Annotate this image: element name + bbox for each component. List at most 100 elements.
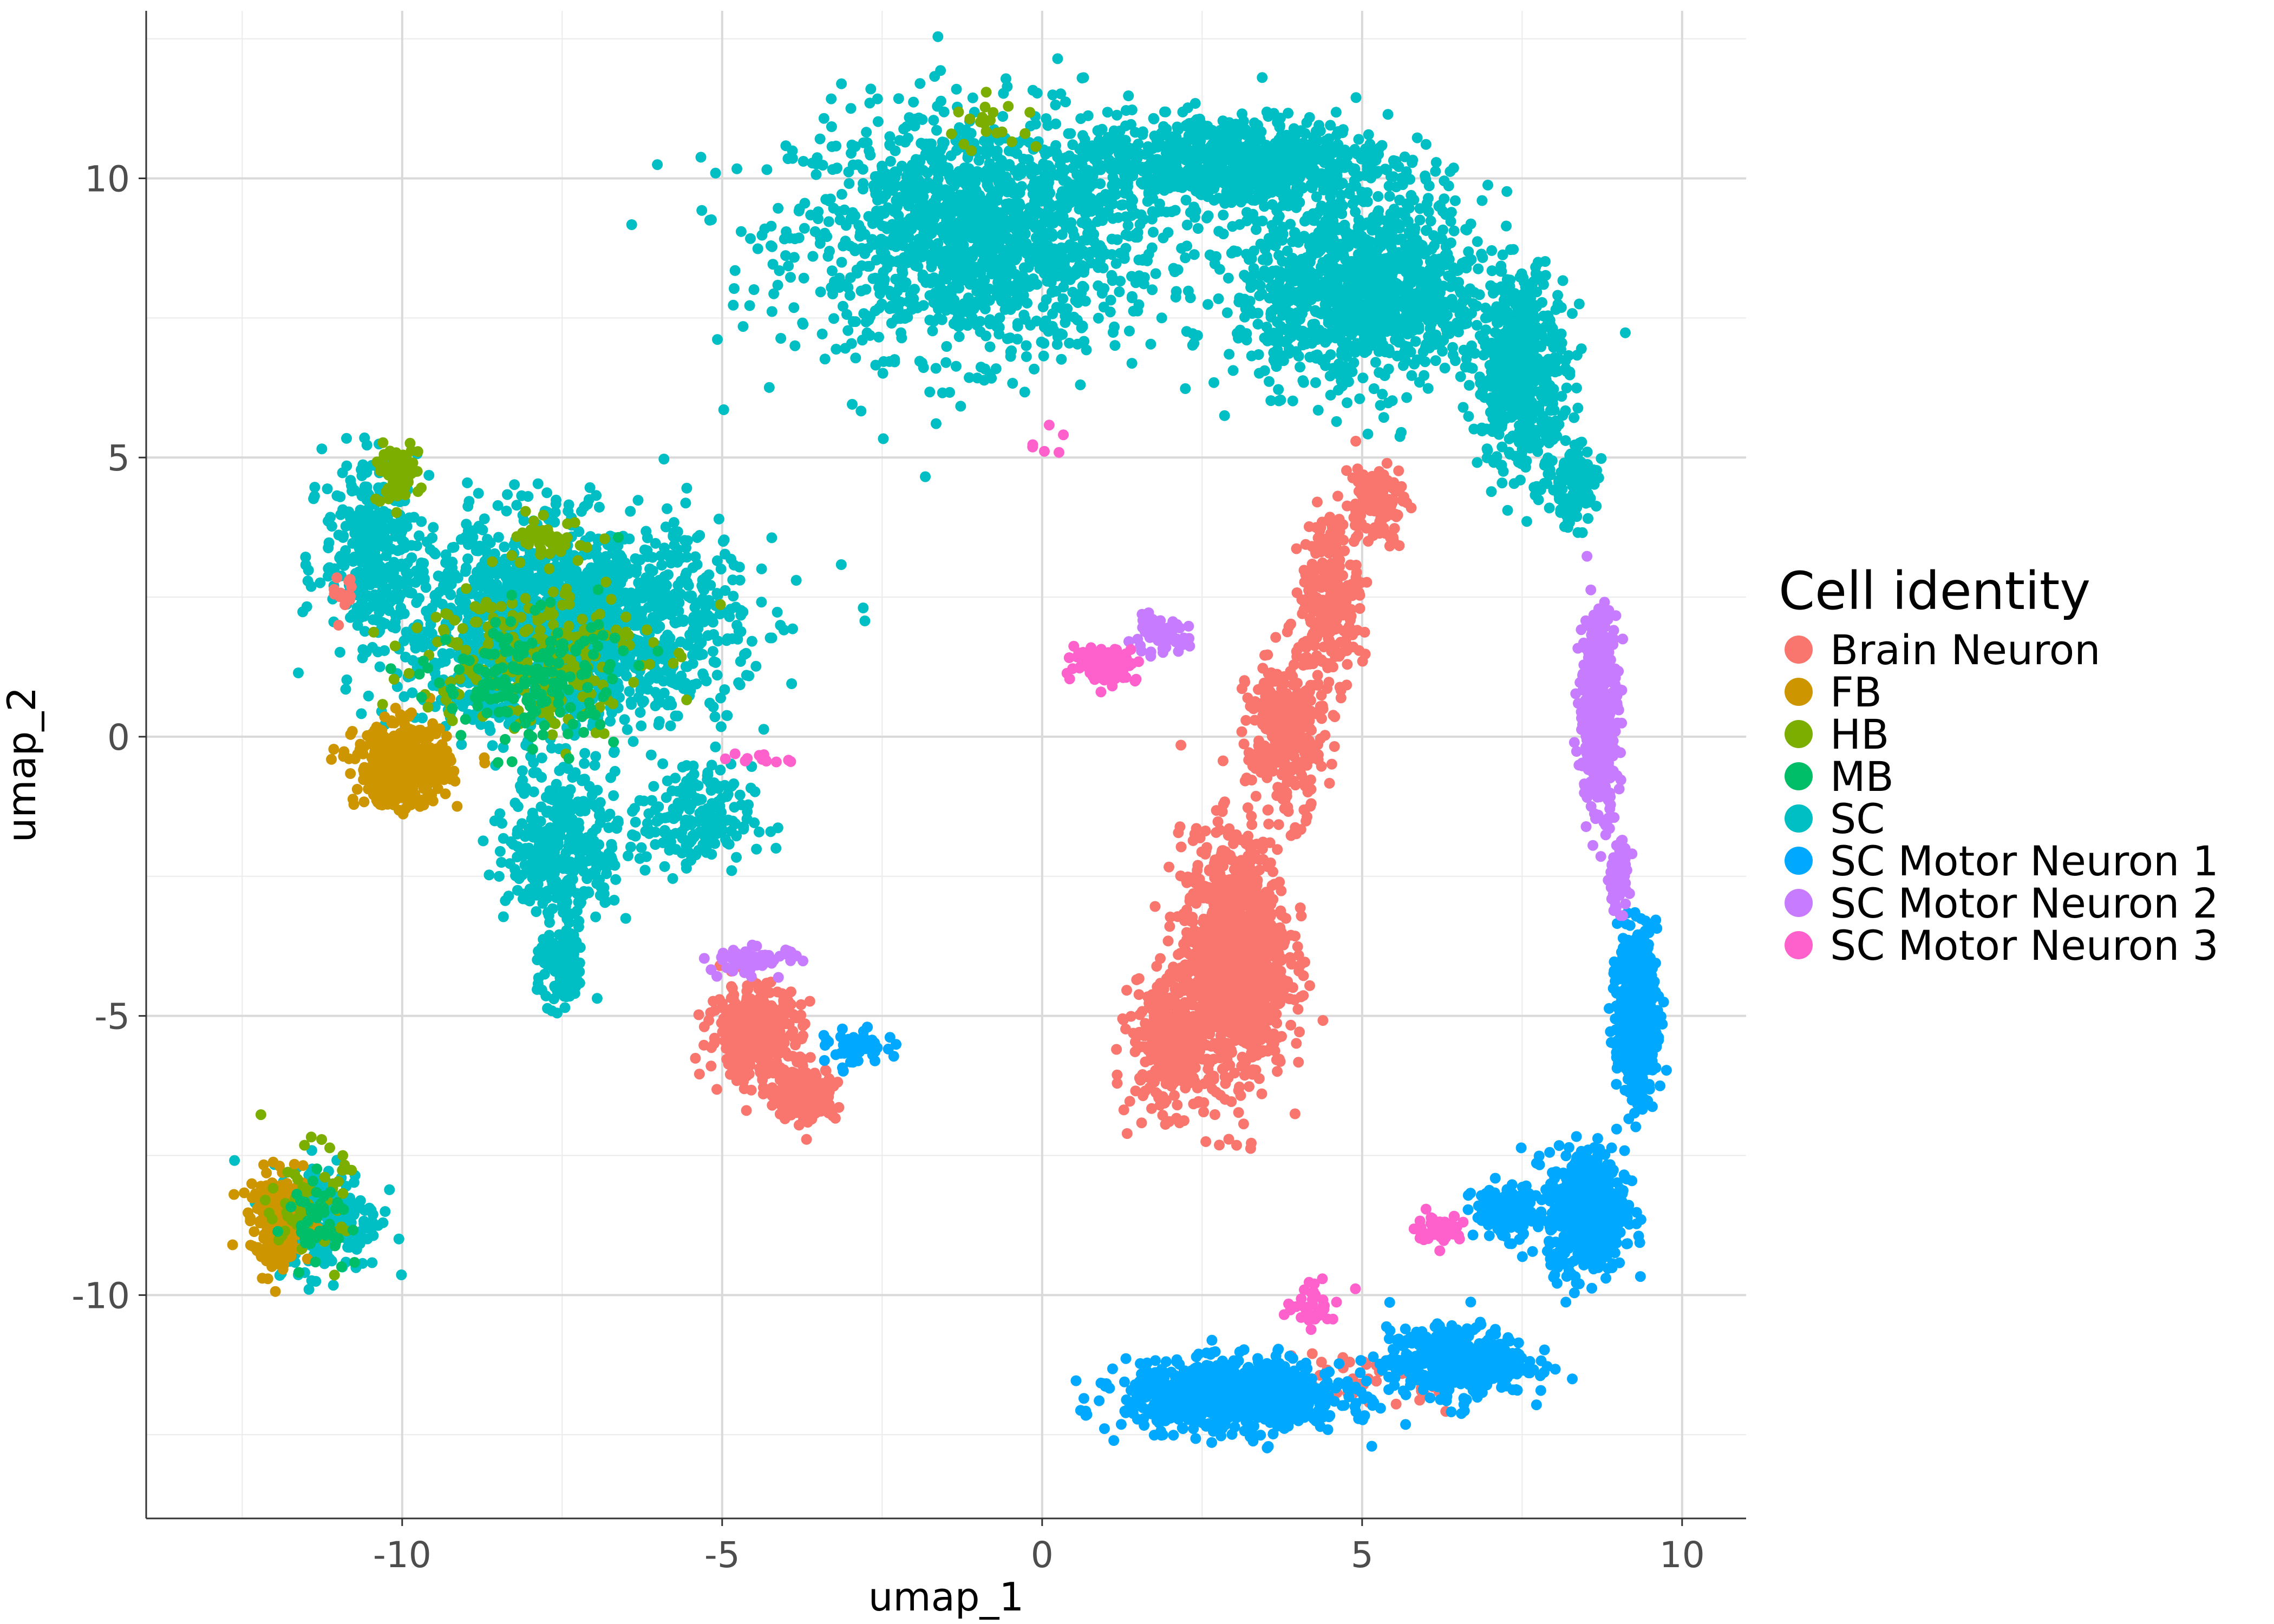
data-point bbox=[935, 163, 946, 174]
data-point bbox=[994, 219, 1005, 231]
data-point bbox=[1005, 346, 1016, 357]
data-point bbox=[908, 96, 919, 108]
data-point bbox=[951, 240, 963, 251]
data-point bbox=[960, 247, 971, 259]
data-point bbox=[1011, 278, 1023, 290]
data-point bbox=[462, 477, 473, 488]
data-point bbox=[1024, 202, 1035, 213]
data-point bbox=[1014, 187, 1025, 199]
data-point bbox=[898, 281, 910, 293]
data-point bbox=[858, 137, 869, 148]
data-point bbox=[938, 137, 950, 148]
data-point bbox=[1382, 109, 1394, 120]
data-point bbox=[1526, 380, 1537, 391]
data-point bbox=[1530, 300, 1541, 311]
data-point bbox=[960, 303, 971, 315]
data-point bbox=[1137, 254, 1148, 266]
data-point bbox=[1489, 391, 1501, 403]
data-point bbox=[1113, 145, 1125, 156]
data-point bbox=[1123, 90, 1134, 101]
data-point bbox=[1051, 147, 1062, 158]
data-point bbox=[789, 340, 801, 351]
data-point bbox=[1414, 203, 1426, 214]
data-point bbox=[955, 216, 966, 227]
data-point bbox=[1399, 209, 1410, 221]
data-point bbox=[828, 313, 839, 324]
data-point bbox=[1501, 186, 1513, 197]
data-point bbox=[1176, 174, 1187, 186]
data-point bbox=[798, 156, 809, 167]
data-point bbox=[645, 749, 657, 761]
data-point bbox=[811, 169, 822, 180]
data-point bbox=[1291, 346, 1302, 357]
data-point bbox=[1342, 397, 1352, 408]
data-point bbox=[952, 302, 963, 313]
data-point bbox=[1438, 335, 1449, 346]
data-point bbox=[815, 286, 826, 298]
data-point bbox=[1378, 412, 1389, 423]
data-point bbox=[1227, 365, 1239, 376]
data-point bbox=[785, 272, 796, 283]
data-point bbox=[1181, 219, 1193, 231]
data-point bbox=[374, 661, 385, 672]
data-point bbox=[1346, 329, 1357, 340]
data-point bbox=[1298, 332, 1309, 344]
data-point bbox=[1553, 475, 1564, 486]
data-point bbox=[1291, 189, 1302, 201]
data-point bbox=[1439, 175, 1450, 187]
data-point bbox=[1349, 143, 1361, 155]
data-point bbox=[652, 159, 663, 171]
data-point bbox=[1207, 139, 1218, 149]
data-point bbox=[1219, 410, 1230, 421]
data-point bbox=[1495, 266, 1506, 277]
data-point bbox=[1081, 344, 1092, 356]
data-point bbox=[1241, 160, 1253, 171]
data-point bbox=[704, 214, 715, 226]
data-point bbox=[1082, 110, 1094, 121]
data-point bbox=[1372, 298, 1383, 309]
data-point bbox=[658, 454, 670, 464]
data-point bbox=[1396, 233, 1407, 245]
data-point bbox=[1301, 117, 1312, 128]
data-point bbox=[1224, 349, 1235, 360]
data-point bbox=[1075, 153, 1086, 165]
data-point bbox=[1324, 220, 1335, 231]
data-point bbox=[927, 198, 938, 209]
data-point bbox=[1315, 205, 1326, 216]
data-point bbox=[1208, 194, 1220, 206]
data-point bbox=[1253, 175, 1265, 186]
data-point bbox=[1273, 211, 1285, 222]
data-point bbox=[1546, 434, 1557, 445]
data-point bbox=[1497, 249, 1508, 260]
data-point bbox=[1046, 287, 1057, 298]
data-point bbox=[1420, 139, 1432, 150]
data-point bbox=[1396, 314, 1408, 325]
data-point bbox=[1455, 371, 1466, 382]
data-point bbox=[914, 78, 926, 89]
data-point bbox=[1221, 169, 1232, 180]
data-point bbox=[761, 164, 773, 175]
data-point bbox=[763, 382, 775, 393]
data-point bbox=[1038, 338, 1050, 349]
data-point bbox=[1521, 356, 1532, 368]
data-point bbox=[1221, 307, 1233, 318]
data-point bbox=[893, 93, 904, 104]
data-point bbox=[1324, 370, 1336, 382]
data-point bbox=[1430, 355, 1441, 366]
data-point bbox=[1056, 353, 1067, 365]
data-point bbox=[1332, 318, 1344, 329]
data-point bbox=[950, 361, 962, 372]
data-point bbox=[1501, 220, 1512, 232]
data-point bbox=[1580, 479, 1592, 490]
data-point bbox=[1239, 270, 1250, 281]
data-point bbox=[1295, 362, 1305, 372]
data-point bbox=[1259, 265, 1270, 277]
data-point bbox=[850, 352, 861, 364]
data-point bbox=[914, 356, 925, 367]
data-point bbox=[509, 479, 520, 490]
data-point bbox=[1360, 143, 1371, 155]
data-point bbox=[1060, 274, 1071, 285]
data-point bbox=[1272, 331, 1284, 342]
data-point bbox=[1521, 516, 1532, 527]
data-point bbox=[1065, 128, 1076, 139]
